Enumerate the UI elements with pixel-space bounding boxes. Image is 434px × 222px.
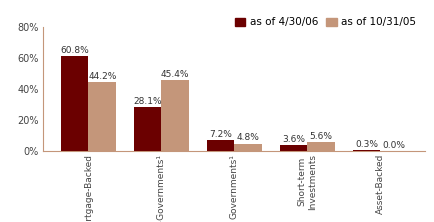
Bar <box>89 82 116 151</box>
Bar <box>307 142 335 151</box>
Text: 60.8%: 60.8% <box>60 46 89 55</box>
Bar <box>279 145 307 151</box>
Bar <box>134 107 161 151</box>
Bar <box>207 140 234 151</box>
Legend: as of 4/30/06, as of 10/31/05: as of 4/30/06, as of 10/31/05 <box>231 13 420 32</box>
Bar <box>161 80 189 151</box>
Bar <box>61 56 89 151</box>
Text: 44.2%: 44.2% <box>88 72 116 81</box>
Text: 5.6%: 5.6% <box>310 132 332 141</box>
Text: 45.4%: 45.4% <box>161 70 190 79</box>
Text: 7.2%: 7.2% <box>209 129 232 139</box>
Text: 28.1%: 28.1% <box>133 97 162 106</box>
Text: 0.0%: 0.0% <box>383 141 406 150</box>
Text: 3.6%: 3.6% <box>282 135 305 144</box>
Text: 0.3%: 0.3% <box>355 140 378 149</box>
Bar <box>234 143 262 151</box>
Text: 4.8%: 4.8% <box>237 133 260 142</box>
